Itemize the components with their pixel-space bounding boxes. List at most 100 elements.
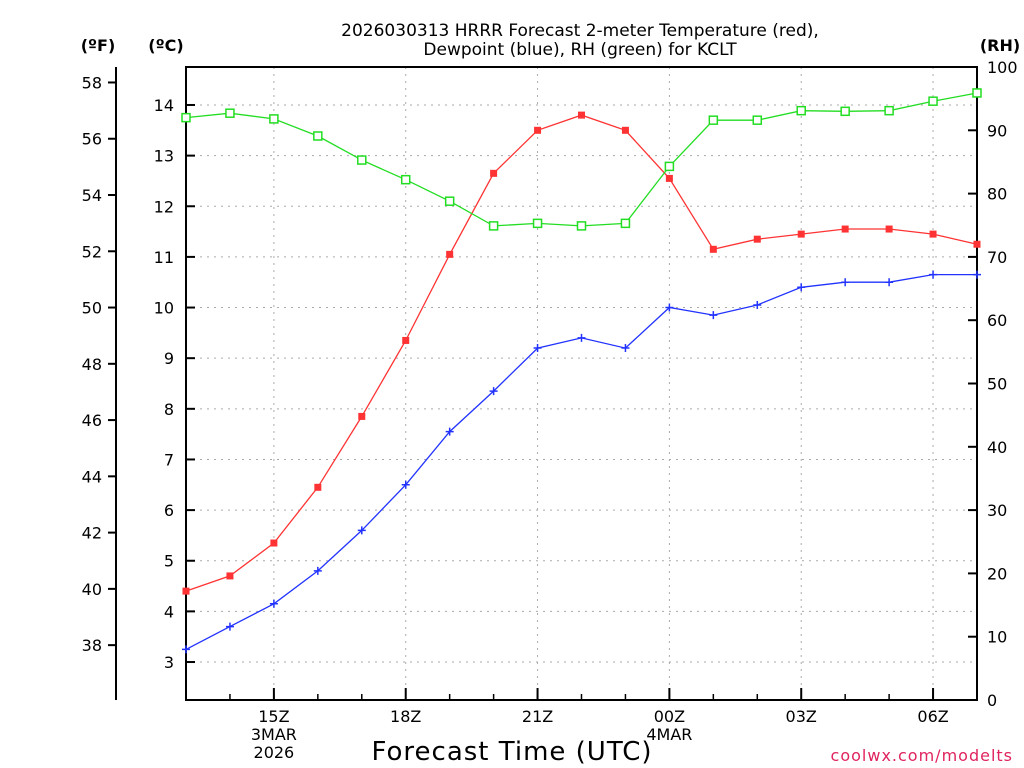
rh-tick-label: 10 — [987, 628, 1007, 647]
dewpoint-point — [709, 311, 718, 320]
celsius-tick-label: 4 — [164, 602, 174, 621]
chart-frame — [108, 66, 978, 701]
x-tick-label: 21Z — [522, 707, 553, 726]
2-meter-temperature-line — [185, 114, 978, 592]
dewpoint-point — [753, 301, 762, 310]
rh-point — [357, 155, 367, 165]
fahrenheit-tick-label: 58 — [82, 73, 102, 92]
celsius-tick-label: 11 — [154, 248, 174, 267]
rh-point — [664, 161, 675, 172]
2-meter-temperature-point — [446, 250, 454, 258]
2-meter-temperature-point — [490, 169, 498, 177]
celsius-tick-label: 8 — [164, 400, 174, 419]
rh-point — [400, 174, 411, 185]
x-tick-label: 3MAR — [251, 725, 297, 744]
rh-point — [181, 112, 191, 123]
dewpoint-point — [577, 333, 586, 342]
dewpoint-point — [885, 278, 894, 287]
dewpoint-point — [973, 270, 981, 279]
2-meter-temperature-point — [929, 230, 937, 238]
rh-tick-label: 90 — [987, 121, 1007, 140]
dewpoint-point — [797, 283, 806, 292]
fahrenheit-tick-label: 48 — [82, 355, 102, 374]
dewpoint-point — [225, 622, 234, 631]
2-meter-temperature-point — [841, 225, 849, 233]
fahrenheit-tick-label: 46 — [82, 411, 102, 430]
2-meter-temperature-point — [973, 240, 981, 248]
dewpoint-point — [489, 387, 498, 396]
rh-point — [225, 108, 235, 118]
dewpoint-point — [621, 344, 630, 353]
x-tick-label: 18Z — [390, 707, 421, 726]
2-meter-temperature-point — [621, 126, 629, 134]
x-tick-label: 00Z — [654, 707, 685, 726]
plot-area-border — [185, 66, 978, 701]
celsius-tick-label: 12 — [154, 197, 174, 216]
rh-point — [620, 218, 631, 229]
rh-point — [972, 88, 982, 98]
rh-tick-label: 30 — [987, 501, 1007, 520]
2-meter-temperature-point — [665, 174, 673, 182]
source-credit: coolwx.com/modelts — [831, 746, 1013, 765]
x-tick-label: 4MAR — [646, 725, 692, 744]
dewpoint-point — [401, 480, 410, 489]
rh-point — [488, 221, 499, 231]
rh-tick-label: 80 — [987, 185, 1007, 204]
rh-point — [269, 114, 279, 124]
rh-point — [884, 105, 894, 116]
rh-point — [752, 115, 763, 125]
fahrenheit-tick-label: 54 — [82, 186, 102, 205]
2-meter-temperature-point — [885, 225, 893, 233]
2-meter-temperature-point — [226, 572, 234, 580]
2-meter-temperature-point — [709, 245, 717, 253]
chart-title-line-2: Dewpoint (blue), RH (green) for KCLT — [423, 40, 737, 60]
celsius-unit-label: (ºC) — [148, 36, 183, 55]
fahrenheit-tick-label: 52 — [82, 242, 102, 261]
x-axis-label: Forecast Time (UTC) — [371, 737, 652, 767]
2-meter-temperature-point — [534, 126, 542, 134]
dewpoint-line — [185, 273, 977, 650]
x-tick-label: 2026 — [254, 743, 295, 762]
dewpoint-point — [665, 303, 674, 312]
rh-point — [576, 221, 587, 231]
dewpoint-point — [357, 526, 366, 535]
rh-point — [444, 196, 455, 206]
chart-axes: 3456789101112131438404244464850525456580… — [82, 58, 1018, 762]
celsius-tick-label: 5 — [164, 552, 174, 571]
fahrenheit-unit-label: (ºF) — [81, 36, 116, 55]
2-meter-temperature-point — [797, 230, 805, 238]
celsius-tick-label: 14 — [154, 96, 174, 115]
2-meter-temperature-point — [578, 111, 585, 119]
2-meter-temperature-point — [358, 412, 366, 420]
dewpoint-point — [841, 278, 850, 287]
celsius-tick-label: 3 — [164, 653, 174, 672]
rh-point — [840, 106, 850, 117]
2-meter-temperature-point — [753, 235, 761, 243]
x-tick-label: 03Z — [786, 707, 817, 726]
fahrenheit-tick-label: 40 — [82, 580, 102, 599]
x-tick-label: 15Z — [258, 707, 289, 726]
2-meter-temperature-point — [182, 587, 190, 595]
rh-point — [532, 218, 543, 229]
rh-tick-label: 50 — [987, 375, 1007, 394]
celsius-tick-label: 9 — [164, 349, 174, 368]
rh-unit-label: (RH) — [980, 36, 1020, 55]
rh-tick-label: 70 — [987, 248, 1007, 267]
rh-point — [796, 105, 806, 116]
celsius-tick-label: 7 — [164, 450, 174, 469]
rh-tick-label: 100 — [987, 58, 1018, 77]
rh-tick-label: 60 — [987, 311, 1007, 330]
dewpoint-point — [533, 344, 542, 353]
fahrenheit-tick-label: 42 — [82, 524, 102, 543]
dewpoint-point — [269, 599, 278, 608]
celsius-tick-label: 13 — [154, 147, 174, 166]
rh-point — [928, 96, 938, 106]
fahrenheit-tick-label: 44 — [82, 467, 102, 486]
fahrenheit-tick-label: 56 — [82, 130, 102, 149]
fahrenheit-tick-label: 50 — [82, 299, 102, 318]
rh-tick-label: 0 — [987, 691, 997, 710]
rh-tick-label: 40 — [987, 438, 1007, 457]
rh-tick-label: 20 — [987, 564, 1007, 583]
dewpoint-point — [445, 427, 454, 436]
